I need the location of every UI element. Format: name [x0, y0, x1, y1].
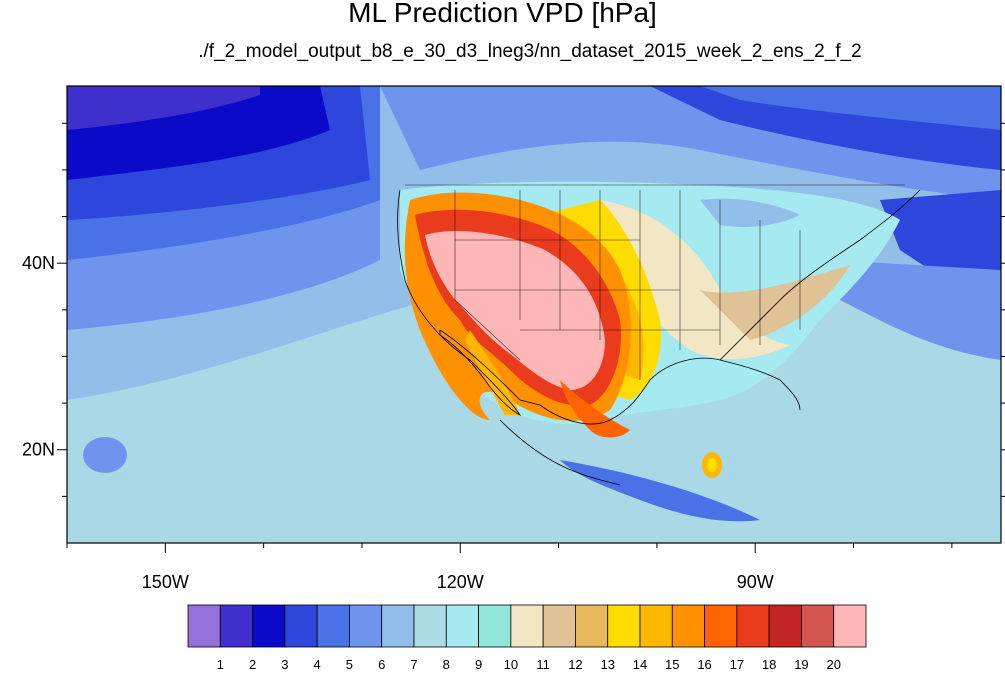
colorbar-box: [510, 604, 544, 648]
colorbar-boxes: [187, 604, 867, 648]
chart-title: ML Prediction VPD [hPa]: [348, 0, 657, 28]
colorbar-label: 2: [249, 657, 256, 672]
colorbar-label: 20: [826, 657, 840, 672]
colorbar-label: 14: [633, 657, 647, 672]
colorbar-label: 16: [697, 657, 711, 672]
map-ticks: [57, 122, 1005, 553]
colorbar-box: [316, 604, 350, 648]
colorbar-box: [704, 604, 738, 648]
vpd-yucatan-core: [707, 458, 717, 472]
vpd-lakes: [700, 198, 800, 227]
colorbar-box: [768, 604, 802, 648]
colorbar-label: 15: [665, 657, 679, 672]
colorbar-box: [381, 604, 415, 648]
vpd-mexico-red: [560, 380, 630, 438]
colorbar-label: 7: [410, 657, 417, 672]
colorbar-box: [542, 604, 576, 648]
state-borders: [405, 184, 905, 380]
colorbar-box: [252, 604, 286, 648]
map-axis-labels: 150W 120W 90W 40N 20N: [22, 253, 774, 592]
colorbar-box: [575, 604, 609, 648]
colorbar-label: 10: [504, 657, 518, 672]
vpd-pacific-band4: [67, 86, 260, 130]
colorbar-label: 19: [794, 657, 808, 672]
vpd-east-tan: [700, 265, 850, 340]
vpd-baja-orange: [465, 330, 520, 415]
lat-label: 20N: [22, 440, 55, 460]
chart-subtitle: ./f_2_model_output_b8_e_30_d3_lneg3/nn_d…: [198, 41, 862, 62]
colorbar-label: 6: [378, 657, 385, 672]
colorbar-box: [801, 604, 835, 648]
lon-label: 120W: [437, 572, 484, 592]
colorbar-label: 11: [536, 657, 550, 672]
colorbar-box: [671, 604, 705, 648]
map-frame: [66, 85, 1002, 544]
colorbar-box: [639, 604, 673, 648]
colorbar-label: 12: [568, 657, 582, 672]
vpd-hawaii: [83, 437, 127, 473]
colorbar-box: [607, 604, 641, 648]
colorbar-label: 4: [314, 657, 321, 672]
coastline: [397, 189, 921, 486]
colorbar-box: [445, 604, 479, 648]
colorbar-label: 5: [346, 657, 353, 672]
colorbar-box: [219, 604, 253, 648]
lon-label: 90W: [737, 572, 774, 592]
colorbar-label: 3: [281, 657, 288, 672]
vpd-canada-band3: [700, 86, 1001, 130]
colorbar-box: [833, 604, 867, 648]
vpd-equatorial-blue: [560, 460, 760, 522]
colorbar-box: [413, 604, 447, 648]
colorbar-label: 13: [600, 657, 614, 672]
lon-label: 150W: [142, 572, 189, 592]
colorbar-label: 8: [443, 657, 450, 672]
colorbar-box: [736, 604, 770, 648]
colorbar-box: [187, 604, 221, 648]
colorbar-box: [349, 604, 383, 648]
colorbar-label: 9: [475, 657, 482, 672]
colorbar-label: 1: [217, 657, 224, 672]
vpd-atlantic-mid: [830, 260, 1001, 360]
colorbar-box: [478, 604, 512, 648]
colorbar-label: 18: [762, 657, 776, 672]
colorbar-labels: 1 2 3 4 5 6 7 8 9 10 11 12 13 14 15 16 17 18 19 20: [217, 657, 841, 672]
colorbar-label: 17: [730, 657, 744, 672]
lat-label: 40N: [22, 253, 55, 273]
colorbar-box: [284, 604, 318, 648]
